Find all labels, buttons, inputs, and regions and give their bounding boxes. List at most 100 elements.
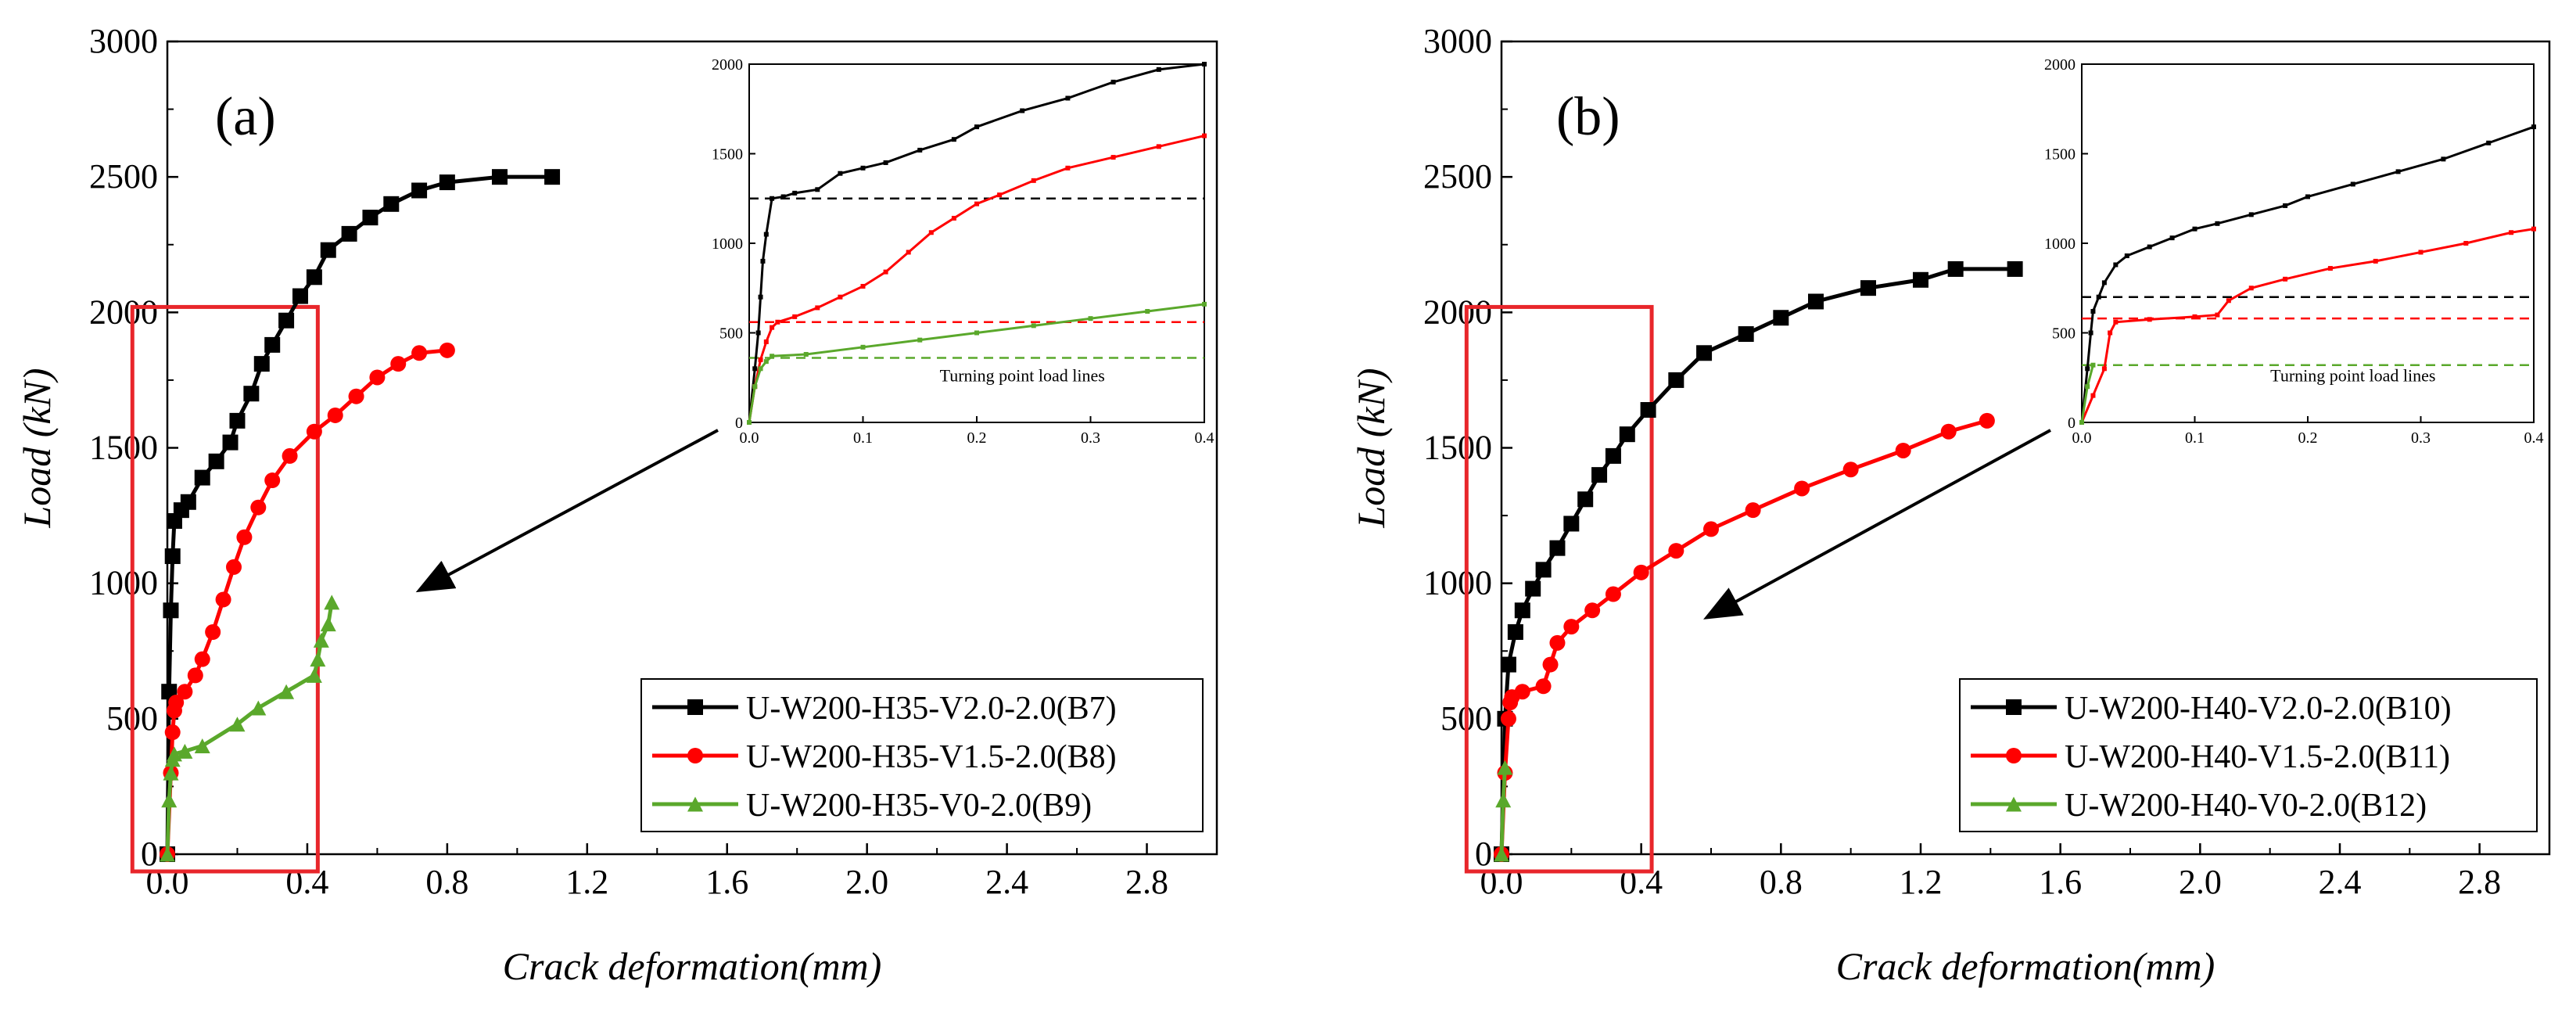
series-line xyxy=(165,602,334,855)
inset-data-point xyxy=(883,160,888,165)
inset-data-point xyxy=(1031,178,1036,183)
data-point xyxy=(278,312,295,329)
data-point xyxy=(1860,280,1876,296)
inset-data-point xyxy=(1065,165,1071,171)
inset-x-tick-label: 0.4 xyxy=(2524,429,2544,447)
inset-data-point xyxy=(2215,312,2220,318)
data-point xyxy=(324,595,340,610)
x-axis-label: Crack deformation(mm) xyxy=(1836,944,2215,988)
data-point xyxy=(439,174,455,191)
inset-data-point xyxy=(752,366,758,372)
data-point xyxy=(222,434,239,451)
inset-data-point xyxy=(928,230,934,235)
data-point xyxy=(1703,521,1719,537)
inset-data-point xyxy=(2147,317,2152,322)
legend: U-W200-H40-V2.0-2.0(B10) U-W200-H40-V1.5-… xyxy=(1959,678,2538,832)
inset-chart: 0 500 1000 1500 2000 0.0 0.1 0.2 0.3 0.4 Turning p… xyxy=(2044,56,2544,447)
inset-data-point xyxy=(2248,286,2254,291)
data-point xyxy=(168,695,185,711)
chart-panel-a: 0 500 1000 1500 2000 2500 3000 0.0 0.4 0.8 1.2 1.6 2… xyxy=(15,22,1218,988)
data-point xyxy=(187,667,203,684)
inset-data-point xyxy=(917,147,923,153)
data-point xyxy=(205,624,221,641)
inset-y-tick-label: 1500 xyxy=(712,146,743,163)
inset-data-point xyxy=(2531,226,2536,232)
data-point xyxy=(1495,792,1512,808)
inset-data-point xyxy=(906,250,911,255)
inset-data-point xyxy=(1202,301,1207,307)
series-line xyxy=(1499,267,2015,855)
inset-data-point xyxy=(2147,244,2152,250)
data-point xyxy=(161,792,178,808)
data-point xyxy=(1605,586,1621,602)
x-tick-label: 0.8 xyxy=(425,863,468,901)
data-point xyxy=(1563,515,1580,532)
legend-swatch-marker xyxy=(2006,796,2022,812)
inset-x-tick-label: 0.3 xyxy=(1081,429,1100,447)
inset-data-point xyxy=(860,165,866,171)
inset-data-point xyxy=(1065,95,1071,101)
inset-data-point xyxy=(758,366,763,372)
data-point xyxy=(544,169,561,185)
data-point xyxy=(1525,580,1541,597)
x-tick-label: 0.4 xyxy=(1620,863,1663,901)
data-point xyxy=(439,342,455,358)
data-point xyxy=(1745,502,1761,519)
data-point xyxy=(1535,678,1552,695)
y-tick-label: 0 xyxy=(1475,835,1492,873)
inset-data-point xyxy=(2327,266,2333,271)
inset-data-point xyxy=(2192,226,2197,232)
inset-data-point xyxy=(974,201,979,207)
x-tick-label: 2.8 xyxy=(1125,863,1168,901)
inset-y-tick-label: 0 xyxy=(2068,415,2076,432)
data-point xyxy=(253,356,270,372)
x-tick-label: 1.2 xyxy=(565,863,608,901)
inset-data-point xyxy=(2441,156,2446,162)
series-1 xyxy=(1494,412,1995,862)
data-point xyxy=(390,356,407,372)
inset-y-tick-label: 1000 xyxy=(2044,235,2076,253)
legend-entry: U-W200-H40-V0-2.0(B12) xyxy=(2065,788,2427,824)
inset-annotation: Turning point load lines xyxy=(2270,365,2435,385)
data-point xyxy=(320,242,336,258)
inset-data-point xyxy=(860,344,866,350)
inset-data-point xyxy=(1156,144,1161,149)
inset-y-tick-label: 1000 xyxy=(712,235,743,253)
inset-y-tick-label: 2000 xyxy=(2044,56,2076,74)
y-tick-label: 2000 xyxy=(1423,293,1492,331)
data-point xyxy=(1668,372,1684,388)
inset-data-point xyxy=(792,314,798,319)
x-tick-label: 1.2 xyxy=(1900,863,1943,901)
inset-x-tick-label: 0.3 xyxy=(2411,429,2431,447)
data-point xyxy=(1794,480,1810,497)
data-point xyxy=(264,472,281,489)
data-point xyxy=(243,386,260,402)
data-point xyxy=(327,407,343,423)
zoom-highlight-box xyxy=(130,304,320,874)
inset-data-point xyxy=(2283,203,2288,208)
data-point xyxy=(1842,462,1859,478)
inset-frame xyxy=(748,63,1205,423)
x-tick-label: 2.4 xyxy=(985,863,1028,901)
data-point xyxy=(383,196,400,212)
inset-data-point xyxy=(763,359,769,365)
data-point xyxy=(180,494,196,510)
inset-data-point xyxy=(2124,253,2129,259)
data-point xyxy=(164,548,181,565)
inset-y-tick-label: 2000 xyxy=(712,56,743,74)
data-point xyxy=(282,447,298,464)
data-point xyxy=(2007,260,2023,277)
legend: U-W200-H35-V2.0-2.0(B7) U-W200-H35-V1.5-2… xyxy=(640,678,1204,832)
data-point xyxy=(341,225,357,242)
inset-data-point xyxy=(997,192,1003,198)
inset-x-tick-label: 0.1 xyxy=(2185,429,2205,447)
inset-data-point xyxy=(1020,108,1025,113)
inset-data-point xyxy=(2463,241,2469,246)
x-tick-label: 2.0 xyxy=(2179,863,2222,901)
inset-y-tick-label: 1500 xyxy=(2044,146,2076,163)
data-point xyxy=(1640,402,1656,418)
data-point xyxy=(313,632,329,648)
inset-data-point xyxy=(1031,323,1036,329)
x-tick-label: 2.4 xyxy=(2319,863,2362,901)
